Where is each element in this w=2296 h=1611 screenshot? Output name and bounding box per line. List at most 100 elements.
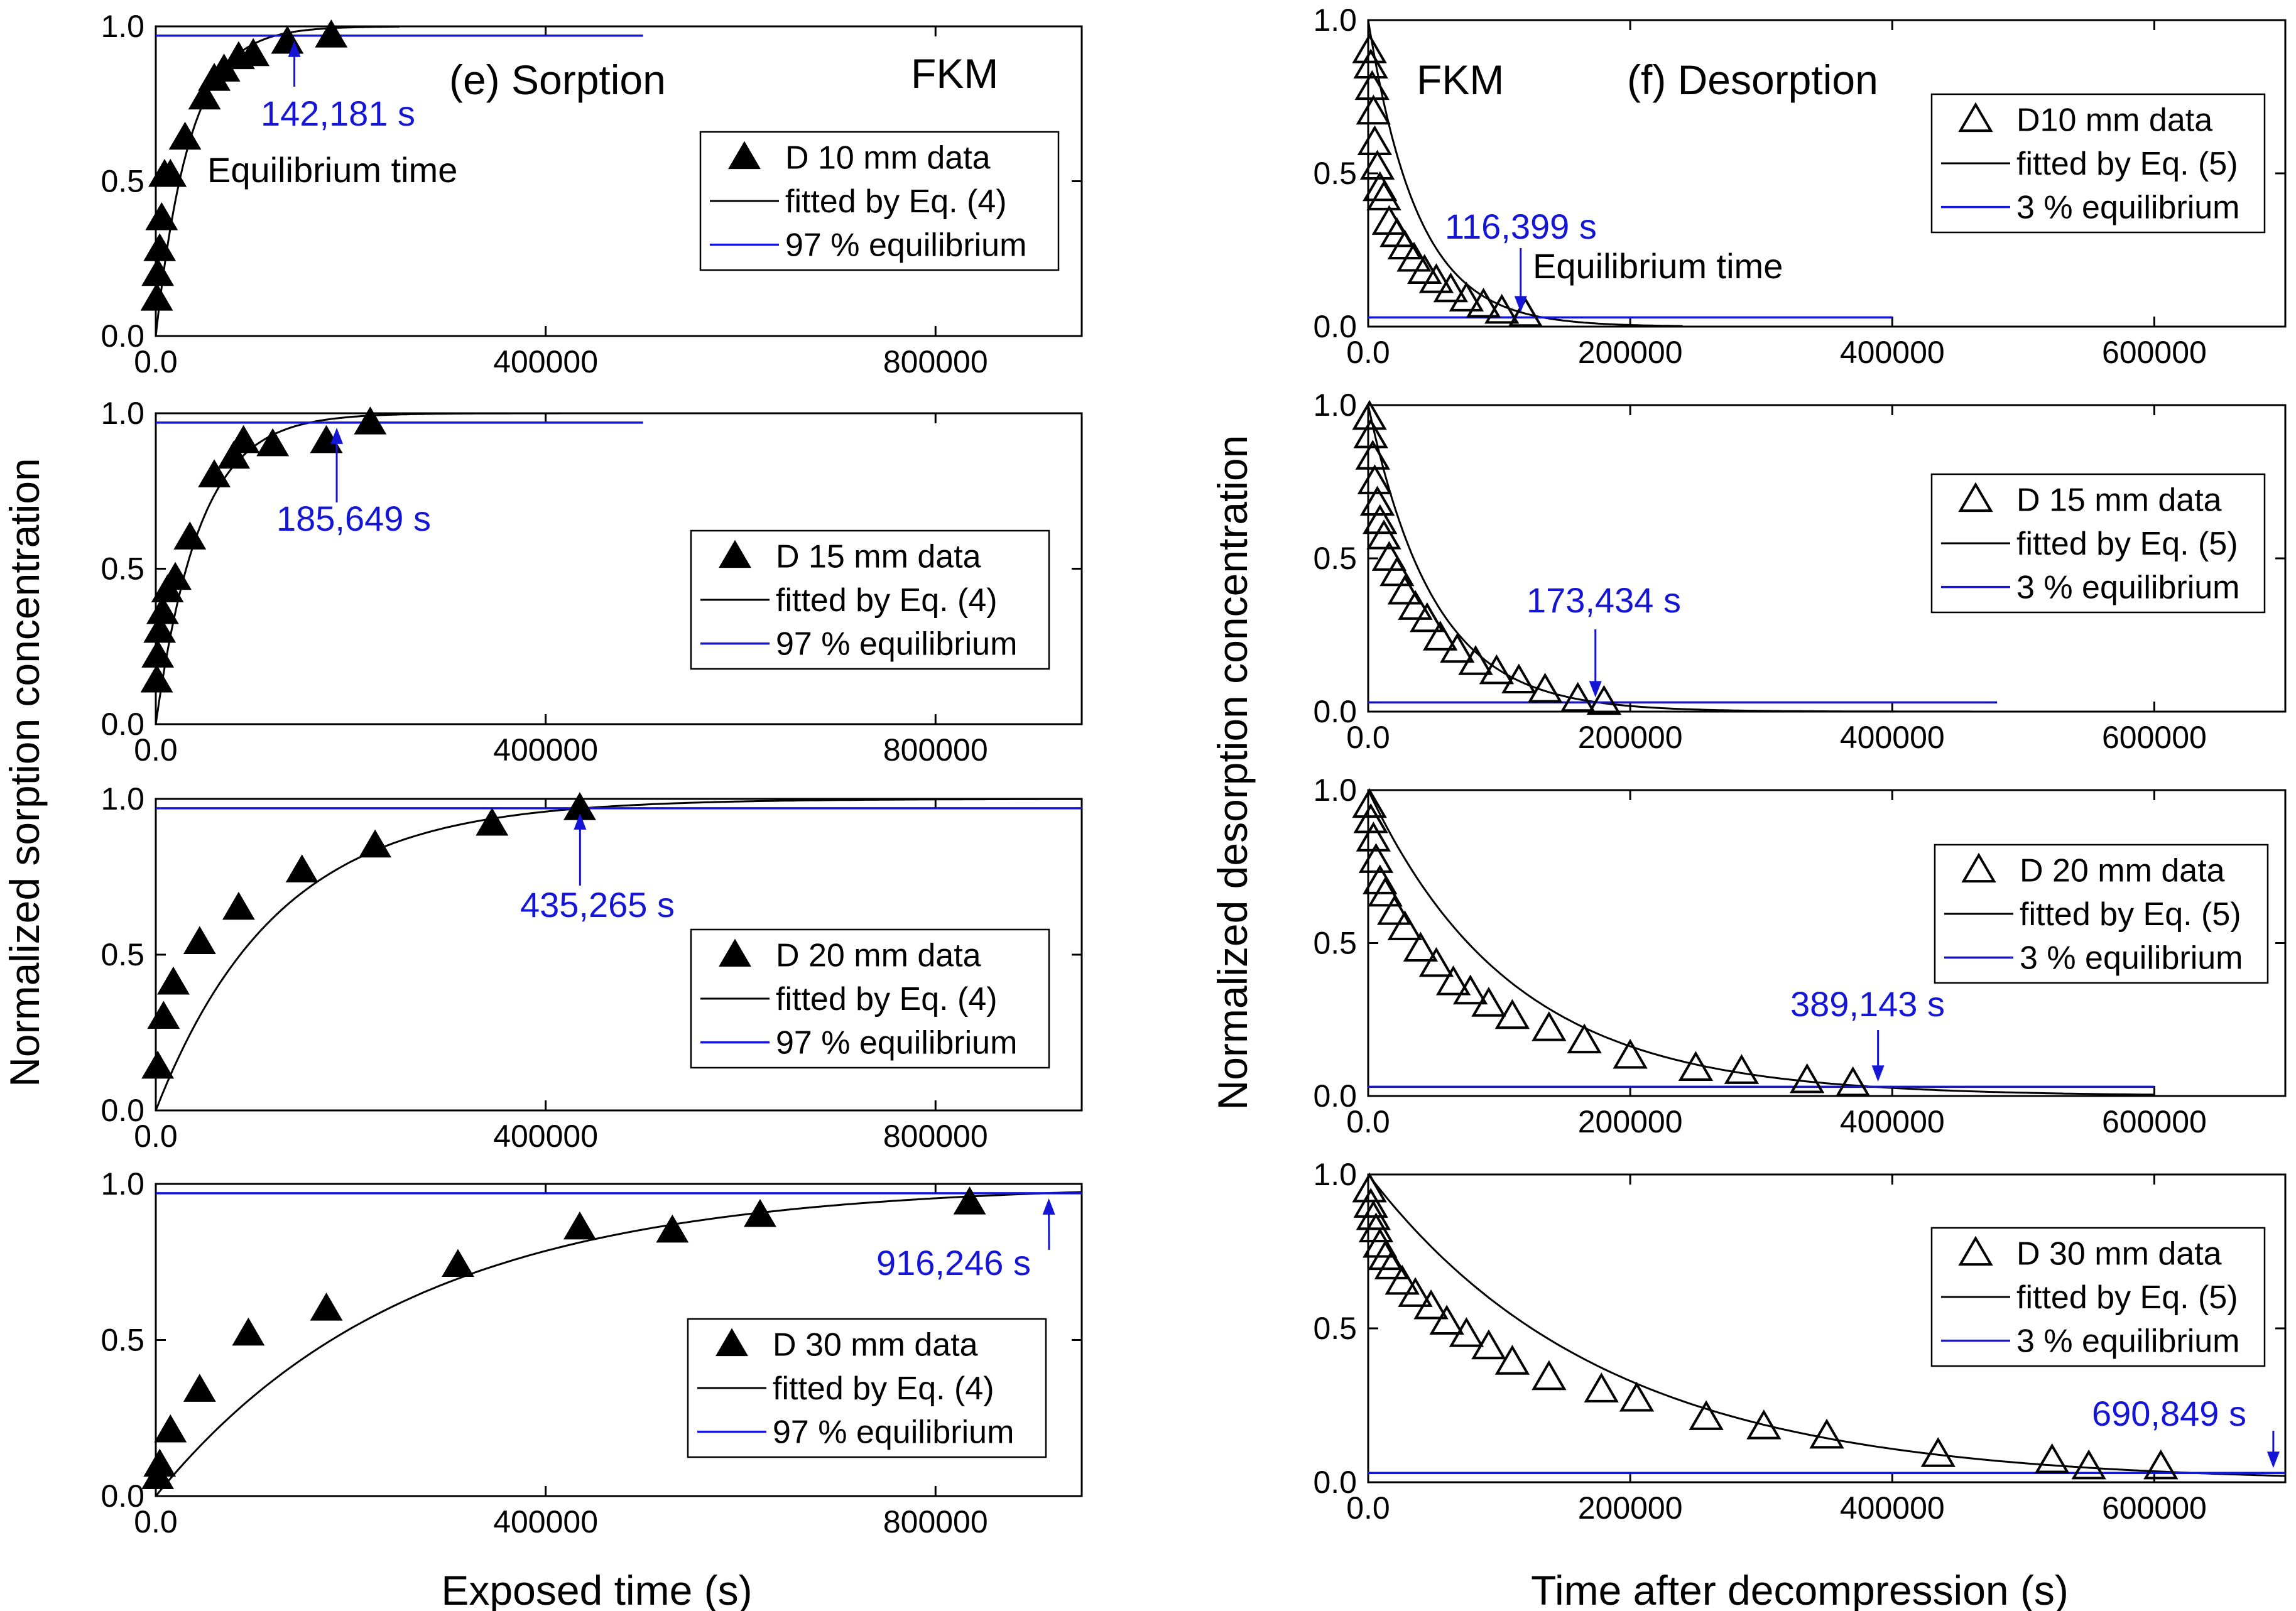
y-tick-label: 0.5	[101, 937, 144, 972]
data-point	[143, 233, 177, 261]
x-tick-label: 0.0	[134, 732, 178, 768]
data-point	[1357, 125, 1393, 156]
data-point	[1689, 1400, 1724, 1430]
data-point	[1398, 590, 1433, 620]
y-tick-label: 0.5	[1313, 156, 1357, 191]
data-point	[1471, 1329, 1506, 1360]
legend-label-equilibrium: 3 % equilibrium	[2016, 570, 2240, 606]
data-point	[1387, 574, 1423, 605]
equilibrium-arrow-head	[1589, 681, 1602, 698]
legend-label-data: D 30 mm data	[773, 1326, 978, 1363]
legend-label-fit: fitted by Eq. (4)	[785, 183, 1007, 220]
data-point	[256, 428, 290, 457]
data-point	[1508, 296, 1543, 327]
legend-label-fit: fitted by Eq. (4)	[773, 1370, 994, 1407]
legend-label-data: D 15 mm data	[776, 538, 981, 575]
data-point	[1435, 965, 1471, 995]
data-point	[1501, 663, 1537, 694]
data-point	[1368, 876, 1403, 907]
data-point	[1398, 1277, 1433, 1307]
data-point	[188, 81, 221, 110]
data-point	[1356, 94, 1391, 125]
data-point	[1746, 1409, 1782, 1440]
data-point	[1449, 1317, 1484, 1347]
data-point	[1429, 1305, 1464, 1335]
data-point	[1584, 1372, 1619, 1402]
y-tick-label: 0.5	[101, 164, 144, 199]
data-point	[222, 891, 255, 920]
equilibrium-arrow-head	[2266, 1451, 2280, 1468]
data-point	[217, 440, 251, 469]
data-point	[1619, 1381, 1655, 1412]
data-point	[1494, 999, 1530, 1029]
data-point	[1458, 645, 1493, 675]
data-point	[1471, 987, 1506, 1017]
data-point	[1359, 485, 1395, 516]
x-tick-label: 600000	[2102, 720, 2207, 755]
legend-label-data: D10 mm data	[2016, 102, 2212, 138]
x-tick-label: 0.0	[1346, 1104, 1390, 1139]
data-point	[145, 202, 178, 231]
legend-marker	[1958, 1235, 1993, 1266]
y-tick-label: 1.0	[1313, 388, 1357, 423]
data-point	[1484, 293, 1520, 324]
x-tick-label: 800000	[883, 344, 988, 379]
equilibrium-time-label: 389,143 s	[1790, 984, 1945, 1024]
x-tick-label: 400000	[493, 1504, 598, 1539]
panel-title: (f) Desorption	[1627, 57, 1878, 103]
legend-marker	[1961, 852, 1996, 883]
data-point	[953, 1186, 986, 1215]
legend-marker	[1958, 102, 1993, 133]
legend-marker	[728, 141, 761, 170]
legend-label-data: D 10 mm data	[785, 139, 991, 176]
legend-label-equilibrium: 97 % equilibrium	[773, 1414, 1014, 1451]
panel-e-1: 0.0 400000 800000 0.0 0.5 1.0 142,181 s Equilib…	[101, 9, 1083, 379]
fit-curve	[1367, 789, 2155, 1096]
x-tick-label: 400000	[1840, 1104, 1945, 1139]
data-point	[1353, 1188, 1388, 1218]
x-tick-label: 0.0	[134, 1504, 178, 1539]
x-tick-label: 200000	[1578, 335, 1683, 370]
panel-e-4: 0.0 400000 800000 0.0 0.5 1.0 916,246 s D 30 mm…	[101, 1166, 1083, 1539]
data-point	[1560, 681, 1596, 712]
data-point	[1809, 1418, 1844, 1449]
data-point	[1920, 1437, 1956, 1467]
data-point	[1418, 947, 1454, 977]
legend-label-fit: fitted by Eq. (4)	[776, 981, 998, 1017]
x-tick-label: 800000	[883, 732, 988, 768]
y-tick-label: 1.0	[1313, 1157, 1357, 1192]
equilibrium-time-label: 116,399 s	[1445, 207, 1597, 246]
y-tick-label: 0.5	[1313, 541, 1357, 576]
data-point	[1418, 263, 1454, 293]
data-point	[359, 829, 392, 858]
right-y-axis-title: Normalized desorption concentration	[1209, 435, 1256, 1110]
data-point	[1440, 632, 1475, 663]
data-point	[1363, 1227, 1398, 1258]
data-point	[227, 425, 260, 453]
equilibrium-time-label: 435,265 s	[520, 885, 675, 925]
left-x-axis-title: Exposed time (s)	[441, 1567, 752, 1611]
data-point	[1357, 464, 1393, 494]
legend-label-fit: fitted by Eq. (5)	[2016, 1279, 2238, 1316]
data-point	[1494, 1345, 1530, 1375]
equilibrium-arrow-head	[574, 813, 587, 830]
legend-marker	[1958, 482, 1993, 513]
data-point	[1532, 1011, 1567, 1041]
data-point	[315, 19, 348, 48]
y-tick-label: 0.5	[101, 1323, 144, 1358]
y-tick-label: 0.0	[101, 318, 144, 354]
x-tick-label: 200000	[1578, 720, 1683, 755]
legend-label-equilibrium: 3 % equilibrium	[2020, 940, 2243, 977]
data-point	[1410, 602, 1445, 632]
fit-curve	[1367, 404, 1998, 713]
legend-label-equilibrium: 3 % equilibrium	[2016, 1323, 2240, 1360]
x-tick-label: 600000	[2102, 335, 2207, 370]
x-tick-label: 400000	[493, 344, 598, 379]
legend-label-equilibrium: 97 % equilibrium	[776, 626, 1017, 663]
data-point	[1453, 974, 1488, 1005]
data-point	[143, 1448, 177, 1477]
y-tick-label: 0.0	[1313, 1078, 1357, 1114]
data-point	[2143, 1449, 2179, 1480]
data-point	[1407, 254, 1442, 284]
